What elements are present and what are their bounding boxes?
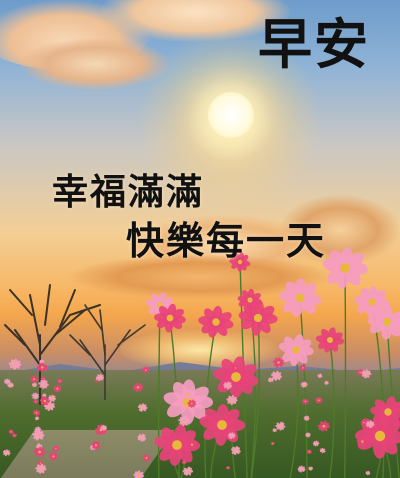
cosmos-flower (7, 382, 14, 388)
cosmos-flower (32, 409, 41, 417)
cosmos-flower (365, 420, 375, 429)
cosmos-flower (315, 327, 345, 353)
flower-stem (344, 267, 347, 478)
cosmos-flower (226, 395, 238, 406)
cosmos-flower (302, 398, 309, 405)
cosmos-flower (178, 415, 190, 427)
cosmos-flower (186, 439, 198, 450)
cosmos-flower (230, 446, 241, 455)
cosmos-flower (238, 300, 278, 336)
cosmos-flower (42, 393, 47, 398)
cosmos-flower (312, 440, 320, 447)
cosmos-flower (270, 441, 275, 446)
cosmos-flower (303, 415, 310, 421)
cloud (20, 38, 170, 90)
cosmos-flower (356, 436, 369, 447)
cosmos-flower (306, 449, 312, 455)
cosmos-flower (29, 375, 39, 383)
cosmos-flower (223, 381, 233, 390)
cosmos-flower (305, 432, 311, 438)
cosmos-flower (35, 463, 47, 474)
cosmos-flower (367, 304, 400, 340)
cosmos-flower (315, 396, 323, 404)
cosmos-flower (270, 370, 283, 381)
cosmos-flower (31, 382, 38, 388)
cosmos-flower (229, 252, 251, 272)
cosmos-flower (227, 432, 236, 440)
cosmos-flower (213, 356, 259, 398)
cosmos-flower (278, 334, 314, 367)
cosmos-flower (299, 364, 307, 372)
flower-stem (157, 304, 161, 478)
cosmos-flower (137, 403, 148, 412)
cosmos-flower (278, 278, 322, 318)
flower-stem (299, 297, 308, 478)
cosmos-flower (100, 424, 108, 431)
cosmos-flower (56, 378, 63, 384)
cosmos-flower (133, 470, 145, 478)
cosmos-flower (154, 303, 186, 333)
cosmos-flower (142, 366, 150, 374)
cosmos-flower (38, 379, 49, 389)
cosmos-flower (198, 305, 234, 338)
cosmos-flower (53, 384, 62, 393)
cosmos-flower (182, 389, 195, 400)
cosmos-flower (32, 429, 45, 441)
bare-tree (69, 304, 146, 400)
cosmos-flower (182, 466, 194, 476)
cosmos-flower (8, 358, 22, 370)
cosmos-flower (365, 470, 371, 476)
cosmos-flower (300, 381, 308, 388)
cosmos-flower (11, 433, 17, 438)
cosmos-flower (33, 446, 46, 458)
blessing-line-1: 幸福滿滿 (52, 171, 205, 213)
cosmos-flower (48, 452, 59, 461)
cosmos-flower (225, 465, 231, 470)
cosmos-flower (132, 382, 144, 392)
cosmos-flower (34, 416, 40, 421)
cosmos-flower (319, 447, 326, 454)
cosmos-flower (272, 428, 277, 433)
blessing-line-2: 快樂每一天 (126, 218, 327, 263)
greeting-text: 早安 (258, 13, 370, 76)
cosmos-flower (324, 380, 329, 385)
cosmos-flower (360, 419, 368, 426)
cosmos-flower (232, 365, 239, 371)
cosmos-flower (322, 247, 369, 289)
cosmos-flower (181, 459, 187, 465)
cosmos-flower (47, 394, 57, 403)
cosmos-flower (317, 373, 323, 379)
cosmos-flower (39, 396, 50, 406)
cosmos-flower (91, 440, 101, 450)
cosmos-flower (361, 369, 372, 379)
cosmos-flower (275, 421, 286, 431)
cosmos-flower (237, 288, 263, 312)
cosmos-flower (40, 376, 46, 381)
cosmos-flower (267, 377, 274, 383)
cosmos-flower (187, 399, 197, 408)
flower-stem (289, 349, 299, 478)
cosmos-flower (272, 357, 285, 368)
cosmos-flower (2, 449, 11, 457)
cosmos-flower (52, 445, 60, 452)
cosmos-flower (317, 420, 330, 432)
cosmos-flower (308, 466, 314, 471)
cosmos-flower (33, 399, 39, 404)
cosmos-flower (95, 373, 104, 382)
cosmos-flower (142, 454, 151, 462)
cosmos-flower (137, 433, 147, 442)
cosmos-flower (36, 362, 48, 373)
flower-stem (250, 317, 260, 478)
cosmos-flower (297, 465, 306, 473)
cosmos-flower (31, 392, 40, 400)
cosmos-flower (8, 429, 14, 435)
flower-stem (329, 339, 335, 478)
sun (208, 92, 254, 138)
